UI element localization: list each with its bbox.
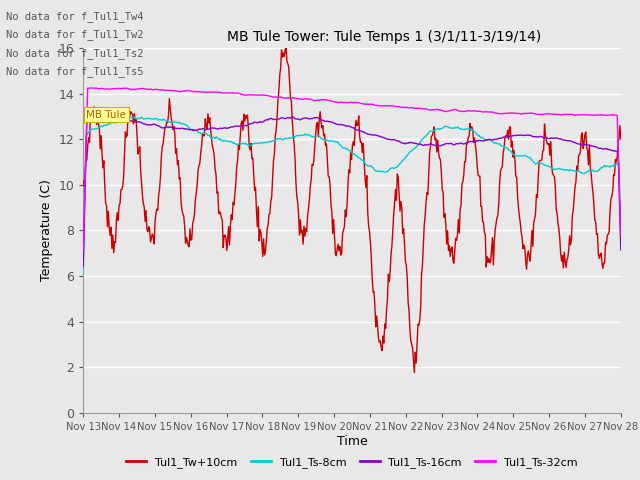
- X-axis label: Time: Time: [337, 434, 367, 448]
- Text: MB Tule: MB Tule: [86, 109, 126, 120]
- Legend: Tul1_Tw+10cm, Tul1_Ts-8cm, Tul1_Ts-16cm, Tul1_Ts-32cm: Tul1_Tw+10cm, Tul1_Ts-8cm, Tul1_Ts-16cm,…: [122, 452, 582, 472]
- Text: No data for f_Tul1_Tw2: No data for f_Tul1_Tw2: [6, 29, 144, 40]
- Title: MB Tule Tower: Tule Temps 1 (3/1/11-3/19/14): MB Tule Tower: Tule Temps 1 (3/1/11-3/19…: [227, 30, 541, 44]
- Text: No data for f_Tul1_Tw4: No data for f_Tul1_Tw4: [6, 11, 144, 22]
- Text: No data for f_Tul1_Ts5: No data for f_Tul1_Ts5: [6, 66, 144, 77]
- Text: No data for f_Tul1_Ts2: No data for f_Tul1_Ts2: [6, 48, 144, 59]
- Y-axis label: Temperature (C): Temperature (C): [40, 180, 52, 281]
